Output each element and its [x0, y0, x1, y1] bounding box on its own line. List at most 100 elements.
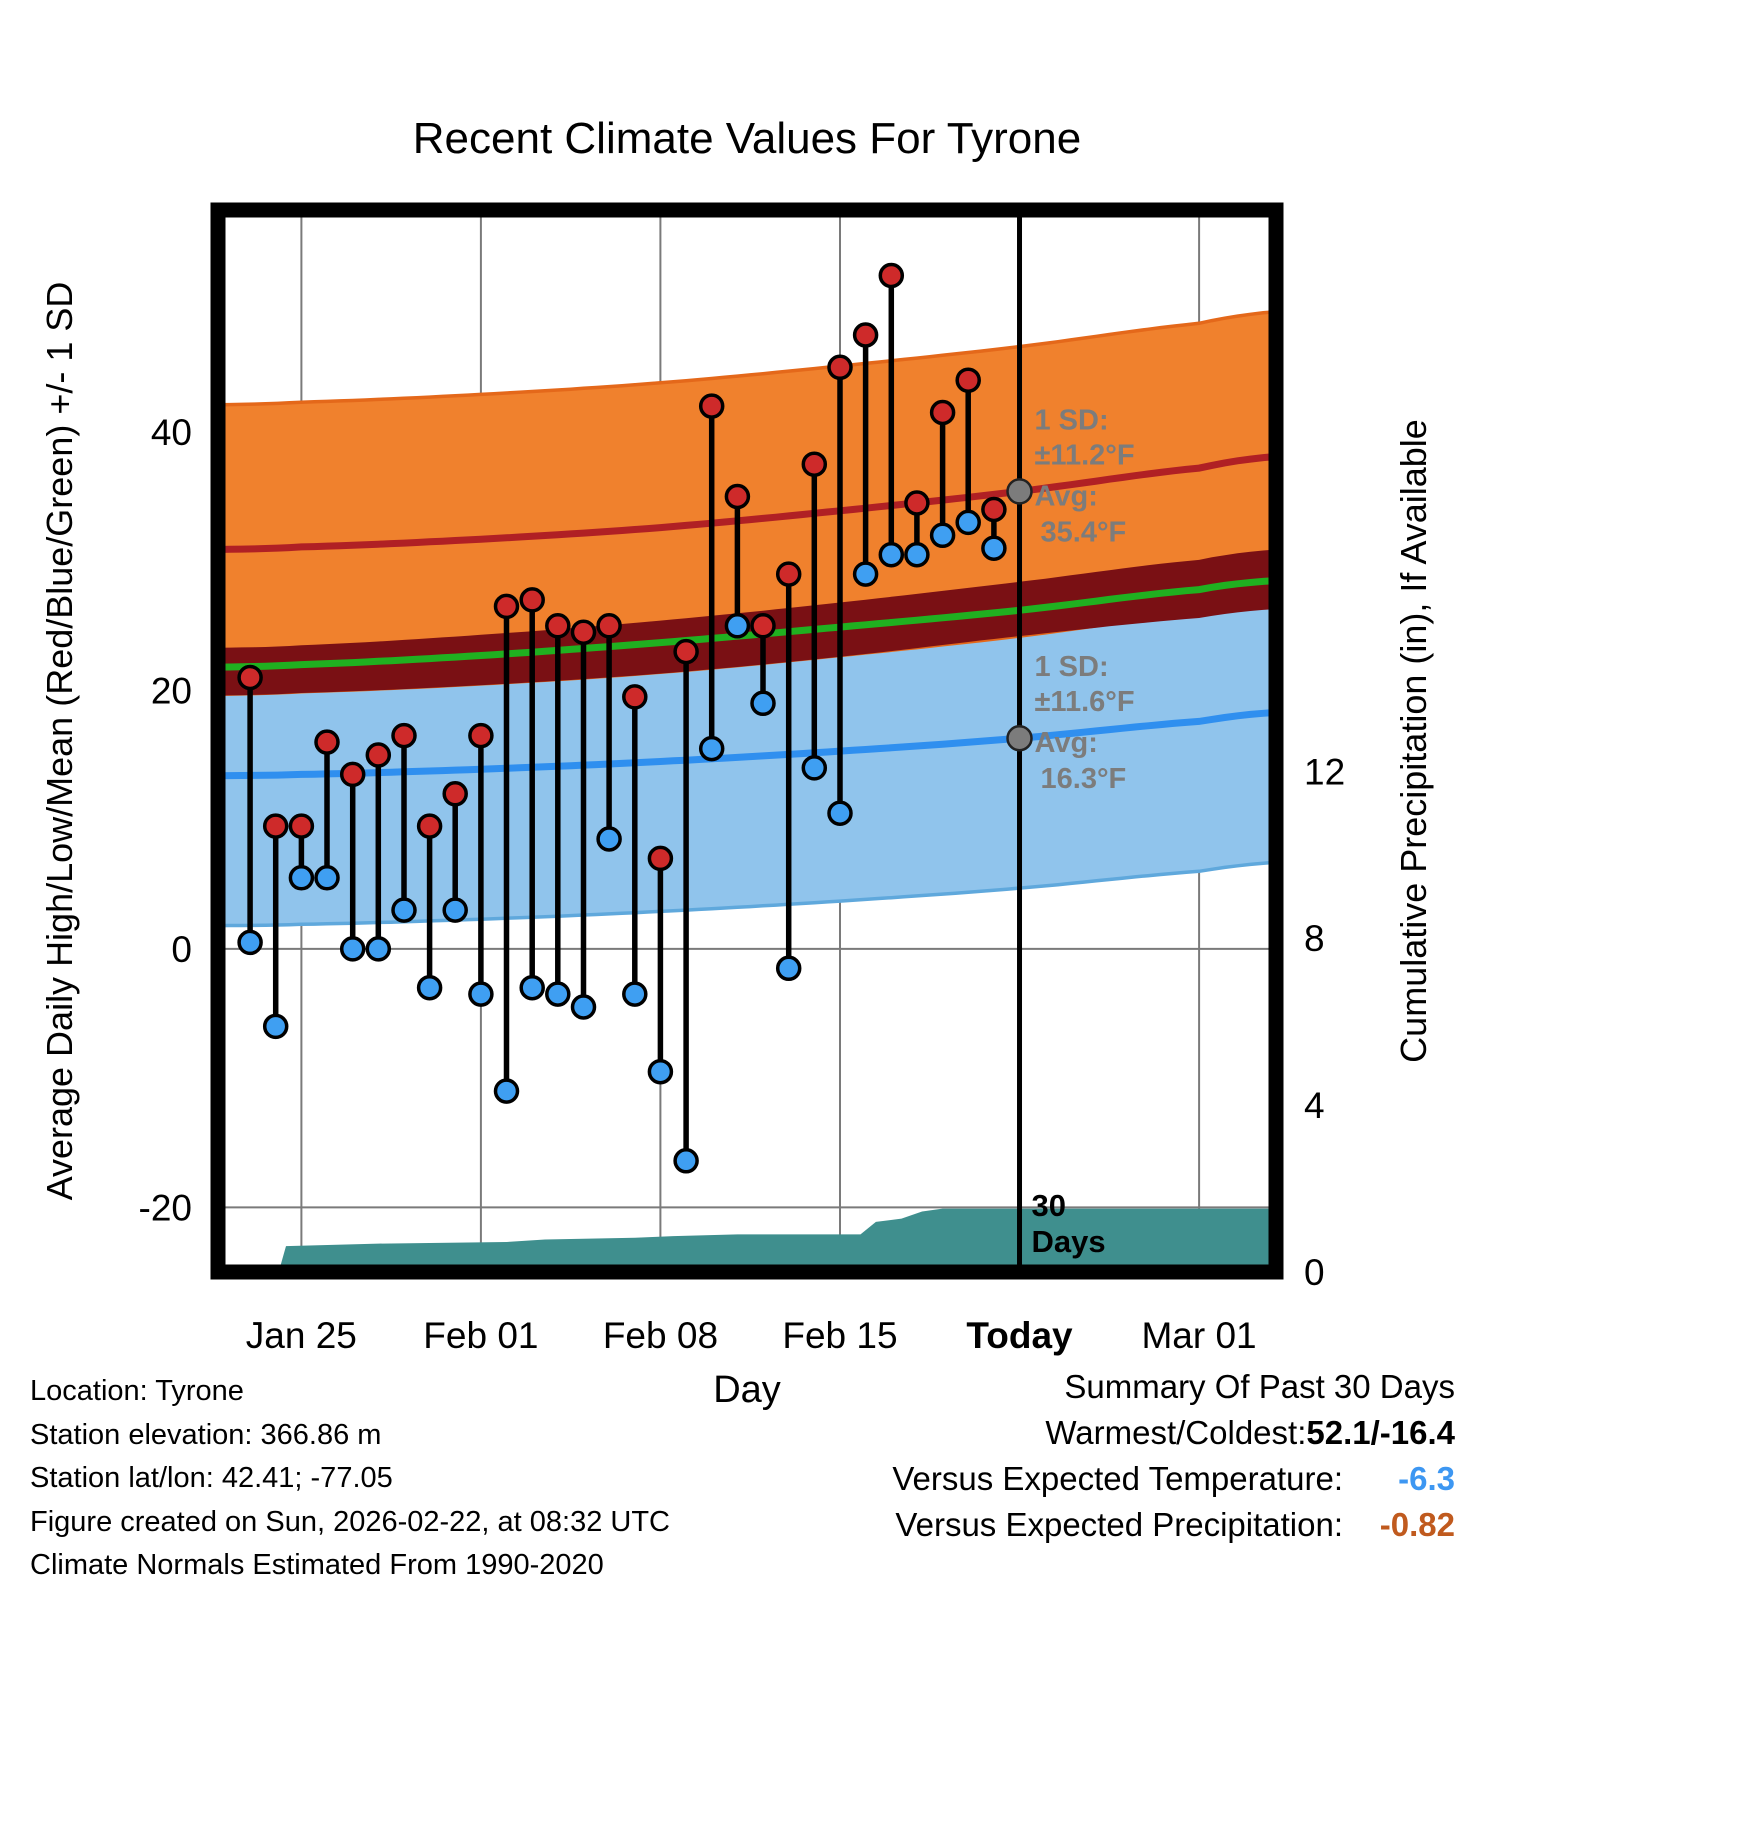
- daily-high-dot: [262, 813, 289, 839]
- plot-border: [210, 202, 1284, 1280]
- summary-panel: Summary Of Past 30 Days Warmest/Coldest:…: [892, 1364, 1455, 1548]
- daily-low-dot: [468, 981, 494, 1007]
- daily-high-dot: [519, 587, 545, 613]
- daily-high-dot: [724, 483, 751, 510]
- avg-low-annotation: 1 SD:±11.6°F Avg: 16.3°F: [1006, 651, 1135, 795]
- avg-low-annotation-text: 16.3°F: [1041, 763, 1127, 795]
- daily-low-dot: [750, 690, 776, 717]
- daily-high-dot: [904, 490, 930, 516]
- summary-label: Versus Expected Temperature:: [892, 1460, 1343, 1497]
- y-tick-left: 40: [151, 412, 192, 453]
- daily-low-dot: [904, 541, 930, 568]
- daily-high-dot: [698, 393, 725, 419]
- chart-title: Recent Climate Values For Tyrone: [412, 114, 1082, 163]
- daily-low-dot: [878, 541, 905, 568]
- daily-high-dot: [827, 354, 853, 381]
- daily-low-dot: [622, 981, 648, 1007]
- summary-value-vs-precipitation: -0.82: [1379, 1506, 1455, 1543]
- station-elevation: Station elevation: 366.86 m: [30, 1418, 382, 1451]
- daily-high-dot: [801, 451, 828, 477]
- daily-high-dot: [596, 613, 622, 639]
- daily-high-dot: [981, 496, 1007, 523]
- daily-high-dot: [647, 845, 674, 872]
- daily-high-dot: [878, 262, 905, 289]
- daily-high-dot: [570, 619, 597, 645]
- daily-low-dot: [365, 936, 392, 962]
- daily-high-dot: [775, 561, 802, 587]
- daily-high-dot: [416, 813, 443, 839]
- station-latlon: Station lat/lon: 42.41; -77.05: [30, 1462, 393, 1494]
- x-tick: Mar 01: [1141, 1315, 1256, 1356]
- y-tick-right: 4: [1304, 1085, 1325, 1126]
- summary-value-warmest-coldest: 52.1/-16.4: [1306, 1414, 1455, 1451]
- daily-low-dot: [852, 561, 879, 587]
- avg-high-annotation-text: ±11.2°F: [1035, 439, 1135, 471]
- daily-low-dot: [442, 897, 468, 923]
- x-tick-labels: Jan 25 Feb 01 Feb 08 Feb 15 Today Mar 01: [246, 1315, 1257, 1356]
- summary-label: Versus Expected Precipitation:: [895, 1506, 1343, 1543]
- daily-low-dot: [262, 1013, 289, 1040]
- climate-normals-note: Climate Normals Estimated From 1990-2020: [30, 1549, 604, 1581]
- avg-high-annotation: 1 SD:±11.2°F Avg: 35.4°F: [1006, 404, 1135, 548]
- daily-high-dot: [288, 813, 315, 839]
- summary-title: Summary Of Past 30 Days: [1064, 1368, 1455, 1405]
- avg-high-annotation-text: 35.4°F: [1041, 516, 1127, 548]
- y-tick-labels-left: -20 0 20 40: [139, 412, 192, 1228]
- daily-stems: [237, 262, 1007, 1174]
- chart-text: 30: [1032, 1188, 1066, 1223]
- x-tick: Feb 08: [603, 1315, 718, 1356]
- daily-low-dot: [545, 981, 571, 1007]
- daily-low-dot: [339, 936, 366, 962]
- daily-low-dot: [801, 755, 828, 781]
- daily-low-dot: [955, 509, 981, 536]
- daily-low-dot: [237, 929, 263, 956]
- y-tick-left: 20: [151, 670, 192, 711]
- daily-high-dot: [545, 613, 571, 639]
- cumulative-precip-area: [218, 1208, 1276, 1272]
- x-tick: Feb 01: [423, 1315, 538, 1356]
- avg-high-annotation-text: Avg:: [1035, 480, 1098, 512]
- summary-row-vs-temperature: Versus Expected Temperature: -6.3: [892, 1456, 1455, 1502]
- avg-high-annotation-text: 1 SD:: [1035, 404, 1109, 436]
- daily-low-dot: [288, 865, 315, 891]
- x-tick: Jan 25: [246, 1315, 357, 1356]
- daily-high-dot: [391, 722, 417, 749]
- daily-high-dot: [929, 399, 956, 426]
- daily-high-dot: [622, 684, 648, 710]
- daily-low-dot: [519, 974, 545, 1001]
- daily-high-dot: [365, 742, 392, 768]
- figure-created-date: Figure created on Sun, 2026-02-22, at 08…: [30, 1505, 670, 1538]
- chart-text: Days: [1032, 1224, 1106, 1259]
- daily-high-dot: [339, 761, 366, 788]
- daily-high-dot: [955, 367, 981, 393]
- daily-low-dot: [493, 1078, 520, 1104]
- daily-low-dot: [416, 974, 443, 1001]
- y-tick-right: 0: [1304, 1252, 1325, 1293]
- daily-high-dot: [493, 593, 520, 620]
- station-info: Location: Tyrone Station elevation: 366.…: [30, 1370, 670, 1588]
- y-axis-title-right: Cumulative Precipitation (in), If Availa…: [1393, 419, 1434, 1063]
- avg-high-annotation-dot: [1006, 478, 1033, 505]
- daily-low-dot: [724, 613, 751, 639]
- summary-label: Warmest/Coldest:: [1045, 1414, 1307, 1451]
- avg-low-line: [217, 708, 1277, 780]
- summary-row-vs-precipitation: Versus Expected Precipitation: -0.82: [892, 1502, 1455, 1548]
- daily-low-dot: [647, 1058, 674, 1085]
- daily-high-dot: [673, 638, 699, 665]
- y-axis-title-right: Cumulative Precipitation (in), If Availa…: [1393, 419, 1434, 1063]
- y-tick-left: 0: [171, 929, 192, 970]
- daily-low-dot: [673, 1148, 699, 1174]
- x-tick: Today: [966, 1315, 1073, 1356]
- x-tick: Feb 15: [782, 1315, 897, 1356]
- avg-high-line: [217, 453, 1277, 553]
- summary-row-warmest-coldest: Warmest/Coldest:52.1/-16.4: [892, 1410, 1455, 1456]
- x-axis-title: Day: [713, 1369, 781, 1411]
- summary-value-vs-temperature: -6.3: [1398, 1460, 1455, 1497]
- daily-low-dot: [391, 897, 417, 923]
- y-tick-right: 8: [1304, 918, 1325, 959]
- avg-low-annotation-text: 1 SD:: [1035, 651, 1109, 683]
- x-axis-title: Day: [713, 1369, 781, 1411]
